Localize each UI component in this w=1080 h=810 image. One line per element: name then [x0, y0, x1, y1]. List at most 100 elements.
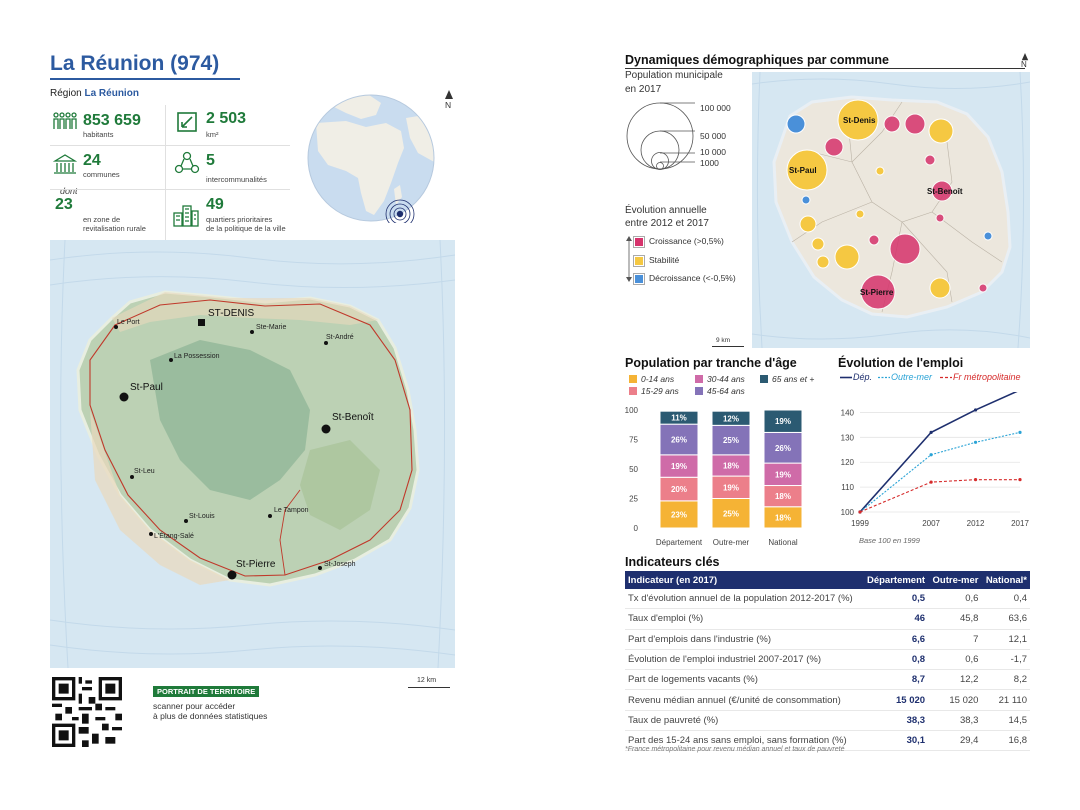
indicators-title: Indicateurs clés: [625, 555, 720, 569]
age-y-tick: 75: [629, 436, 638, 445]
age-data-label: 25%: [723, 509, 739, 518]
value-departement: 8,7: [862, 669, 929, 691]
habitants-label: habitants: [83, 130, 114, 139]
value-national: 12,1: [981, 629, 1030, 650]
age-legend-label-0-14: 0-14 ans: [641, 374, 675, 384]
age-data-label: 11%: [671, 414, 687, 423]
qr-code[interactable]: [52, 677, 122, 747]
demo-label-st-paul: St-Paul: [789, 166, 817, 175]
qpv-label-2: de la politique de la ville: [206, 224, 286, 233]
indicator-name: Part d'emplois dans l'industrie (%): [625, 629, 863, 650]
region-name: La Réunion: [84, 88, 139, 99]
age-legend-label-30-44: 30-44 ans: [707, 374, 745, 384]
age-y-tick: 25: [629, 495, 638, 504]
main-map-scale-bar: [408, 687, 450, 688]
legend-line-metro: [940, 376, 952, 379]
emploi-data-point: [973, 478, 978, 482]
demo-north-label: N: [1021, 60, 1027, 69]
legend-swatch-growth: [633, 236, 645, 248]
page-title: La Réunion (974): [50, 52, 220, 75]
indicator-name: Part des 15-24 ans sans emploi, sans for…: [625, 730, 863, 752]
age-data-label: 18%: [775, 492, 791, 501]
intercommunalites-label: intercommunalités: [206, 175, 267, 184]
value-outre-mer: 38,3: [928, 710, 982, 732]
town-st-benoit: St-Benoît: [332, 412, 374, 423]
indicators-footnote: *France métropolitaine pour revenu média…: [625, 746, 845, 753]
emploi-chart-title: Évolution de l'emploi: [838, 356, 964, 370]
value-departement: 46: [862, 608, 929, 630]
value-outre-mer: 15 020: [928, 689, 982, 711]
col-header-indicateur: Indicateur (en 2017): [625, 571, 863, 589]
table-row: Part des 15-24 ans sans emploi, sans for…: [625, 730, 1030, 752]
table-header-row: Indicateur (en 2017) Département Outre-m…: [625, 571, 1030, 589]
emploi-legend: Dép. Outre-mer Fr métropolitaine: [838, 372, 1030, 384]
zrr-value: 23: [55, 196, 73, 213]
main-map-scale-label: 12 km: [417, 677, 437, 684]
divider: [165, 105, 166, 240]
indicators-table: Indicateur (en 2017) Département Outre-m…: [625, 571, 1030, 752]
age-swatch-65: [760, 375, 768, 383]
intercommunalites-value: 5: [206, 152, 215, 169]
legend-label-dep: Dép.: [853, 372, 873, 382]
value-national: 16,8: [981, 730, 1030, 752]
qpv-value: 49: [206, 196, 224, 213]
town-st-joseph: St-Joseph: [324, 561, 356, 568]
age-data-label: 23%: [671, 510, 687, 519]
value-departement: 0,5: [862, 589, 929, 610]
emploi-y-tick: 100: [841, 508, 855, 517]
age-chart-title: Population par tranche d'âge: [625, 356, 797, 370]
superficie-value: 2 503: [206, 110, 247, 127]
legend-label-growth: Croissance (>0,5%): [649, 236, 724, 246]
habitants-value: 853 659: [83, 112, 141, 129]
town-hall-icon: [53, 154, 77, 174]
emploi-x-tick: 2012: [967, 519, 985, 528]
divider: [50, 145, 290, 146]
communes-label: communes: [83, 170, 120, 179]
stats-panel: 853 659 habitants 2 503 km² 24 communes …: [50, 105, 300, 240]
demo-map-scale-label: 9 km: [716, 337, 731, 344]
age-bar-segment: [711, 498, 751, 529]
age-data-label: 12%: [723, 414, 739, 423]
town-st-pierre: St-Pierre: [236, 559, 276, 570]
indicator-name: Taux de pauvreté (%): [625, 710, 863, 732]
legend-label-outre-mer: Outre-mer: [891, 372, 933, 382]
age-category-label: National: [768, 538, 798, 547]
size-legend: [626, 102, 695, 170]
buildings-icon: [173, 205, 199, 227]
demo-title: Dynamiques démographiques par commune: [625, 53, 889, 67]
age-bar-segment: [763, 431, 803, 464]
demo-map-scale-bar: [712, 346, 744, 347]
emploi-x-tick: 1999: [851, 519, 869, 528]
legend-line-dep: [840, 376, 852, 379]
size-label-10000: 10 000: [700, 147, 726, 157]
emploi-data-point: [929, 453, 933, 457]
value-departement: 0,8: [862, 649, 929, 671]
pop-legend-subtitle: en 2017: [625, 84, 662, 95]
value-departement: 30,1: [862, 730, 929, 752]
emploi-data-point: [858, 510, 862, 514]
value-outre-mer: 45,8: [928, 608, 982, 630]
value-national: 8,2: [981, 669, 1030, 691]
town-st-paul: St-Paul: [130, 382, 163, 393]
emploi-series-line: [859, 431, 1021, 513]
age-data-label: 19%: [775, 417, 791, 426]
size-label-1000: 1000: [700, 158, 719, 168]
title-underline: [50, 78, 240, 80]
footer-line-1: scanner pour accéder: [153, 701, 236, 711]
qpv-label-1: quartiers prioritaires: [206, 215, 273, 224]
town-ste-marie: Ste-Marie: [256, 324, 286, 331]
age-swatch-15-29: [629, 387, 637, 395]
age-bar-segment: [763, 409, 803, 433]
value-outre-mer: 0,6: [928, 649, 982, 671]
age-legend-label-15-29: 15-29 ans: [641, 386, 679, 396]
emploi-y-tick: 140: [841, 408, 855, 417]
region-label: Région: [50, 88, 82, 99]
age-legend-label-65: 65 ans et +: [772, 374, 815, 384]
emploi-chart: 100 110 120 130 140 1999 2007 2012 2017: [841, 392, 1029, 528]
prefecture-marker: [198, 319, 205, 326]
age-data-label: 19%: [775, 470, 791, 479]
value-outre-mer: 29,4: [928, 730, 982, 752]
communes-value: 24: [83, 152, 101, 169]
legend-swatch-stable: [633, 255, 645, 267]
age-chart: 0 25 50 75 100 23% 20% 19% 26% 11% Département 25% 1…: [625, 406, 803, 547]
